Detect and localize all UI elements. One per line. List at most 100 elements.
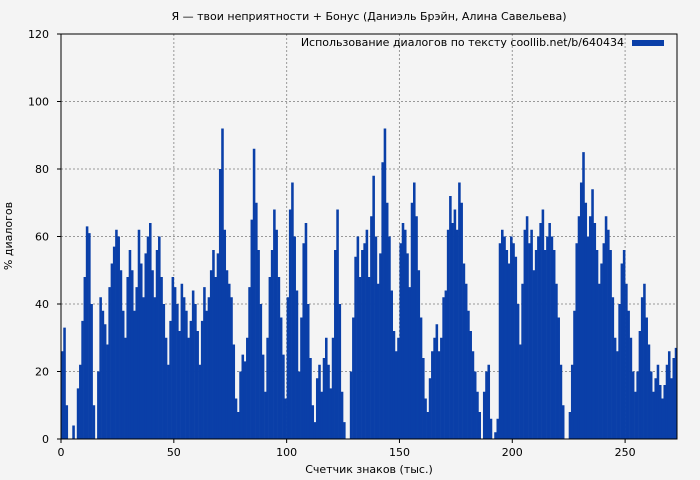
bar xyxy=(442,297,445,439)
bar xyxy=(343,422,346,440)
bar xyxy=(189,320,193,440)
bar xyxy=(510,236,513,439)
bar xyxy=(444,290,448,439)
bar xyxy=(76,388,80,440)
bar xyxy=(584,202,588,439)
bar xyxy=(419,317,423,439)
bar xyxy=(403,229,407,439)
bar xyxy=(356,236,360,439)
bar xyxy=(110,263,114,439)
y-tick-label: 40 xyxy=(35,298,49,311)
bar xyxy=(182,297,186,439)
bar xyxy=(101,310,105,439)
bar xyxy=(149,223,152,439)
bar xyxy=(320,391,324,439)
bar xyxy=(288,209,292,439)
bar xyxy=(302,243,305,439)
bar xyxy=(142,297,145,439)
bar xyxy=(392,331,396,439)
bar xyxy=(268,277,272,439)
bar xyxy=(358,277,362,439)
bar xyxy=(663,385,667,439)
bar xyxy=(88,233,91,440)
bar xyxy=(112,246,116,440)
legend: Использование диалогов по тексту coollib… xyxy=(301,36,664,49)
bar xyxy=(625,283,628,439)
bar xyxy=(471,351,475,439)
bar xyxy=(209,270,213,439)
bar xyxy=(446,229,450,439)
bar xyxy=(279,317,283,439)
bar xyxy=(103,324,107,439)
bar xyxy=(266,337,269,439)
bar xyxy=(194,304,197,439)
bar xyxy=(207,297,211,439)
bar xyxy=(315,378,319,439)
bar xyxy=(99,297,102,439)
bar xyxy=(557,317,560,439)
bar xyxy=(137,229,141,439)
bar xyxy=(322,358,326,439)
bar xyxy=(270,250,274,439)
legend-swatch xyxy=(632,40,664,46)
bar xyxy=(555,283,558,439)
bar xyxy=(451,223,454,439)
bar xyxy=(336,209,339,439)
bar xyxy=(455,229,459,439)
bar xyxy=(214,277,217,439)
bar xyxy=(658,385,662,439)
bar xyxy=(216,253,220,440)
bar xyxy=(602,243,606,439)
bar xyxy=(376,283,380,439)
bar xyxy=(643,283,646,439)
bar xyxy=(598,283,601,439)
bar xyxy=(121,310,125,439)
bar xyxy=(361,250,364,439)
y-tick-label: 120 xyxy=(28,28,49,41)
y-tick-label: 60 xyxy=(35,231,49,244)
x-tick-label: 50 xyxy=(167,446,181,459)
bar xyxy=(645,317,648,439)
bar xyxy=(577,216,581,439)
x-axis-label: Счетчик знаков (тыс.) xyxy=(305,463,433,476)
bar xyxy=(106,344,109,439)
bar xyxy=(200,320,204,440)
x-tick-label: 250 xyxy=(615,446,636,459)
bar xyxy=(81,320,84,440)
bar xyxy=(600,263,603,439)
bar xyxy=(306,304,310,439)
bar xyxy=(198,364,202,439)
bar xyxy=(582,152,585,440)
bar xyxy=(349,371,353,439)
bar xyxy=(185,310,188,439)
bar xyxy=(160,277,163,439)
bar xyxy=(90,304,93,439)
bar xyxy=(453,209,457,439)
bar xyxy=(252,148,256,439)
x-tick-label: 100 xyxy=(276,446,297,459)
bar xyxy=(440,337,443,439)
bar xyxy=(241,354,245,440)
bar xyxy=(230,297,233,439)
bar xyxy=(494,432,497,439)
bar xyxy=(72,425,75,439)
bar xyxy=(638,331,642,439)
bar xyxy=(218,169,222,439)
bar xyxy=(277,277,281,439)
bar xyxy=(652,391,655,439)
bar xyxy=(534,250,538,439)
bar xyxy=(435,324,439,439)
bar xyxy=(273,209,276,439)
bar xyxy=(158,236,161,439)
bar xyxy=(139,263,143,439)
bar xyxy=(196,331,199,439)
bar xyxy=(248,287,251,440)
bar xyxy=(613,337,617,439)
bar xyxy=(331,337,335,439)
bar xyxy=(505,250,509,439)
bar xyxy=(656,364,660,439)
bar xyxy=(498,243,502,439)
bar xyxy=(176,304,179,439)
bar xyxy=(575,243,579,439)
bar xyxy=(670,378,673,439)
